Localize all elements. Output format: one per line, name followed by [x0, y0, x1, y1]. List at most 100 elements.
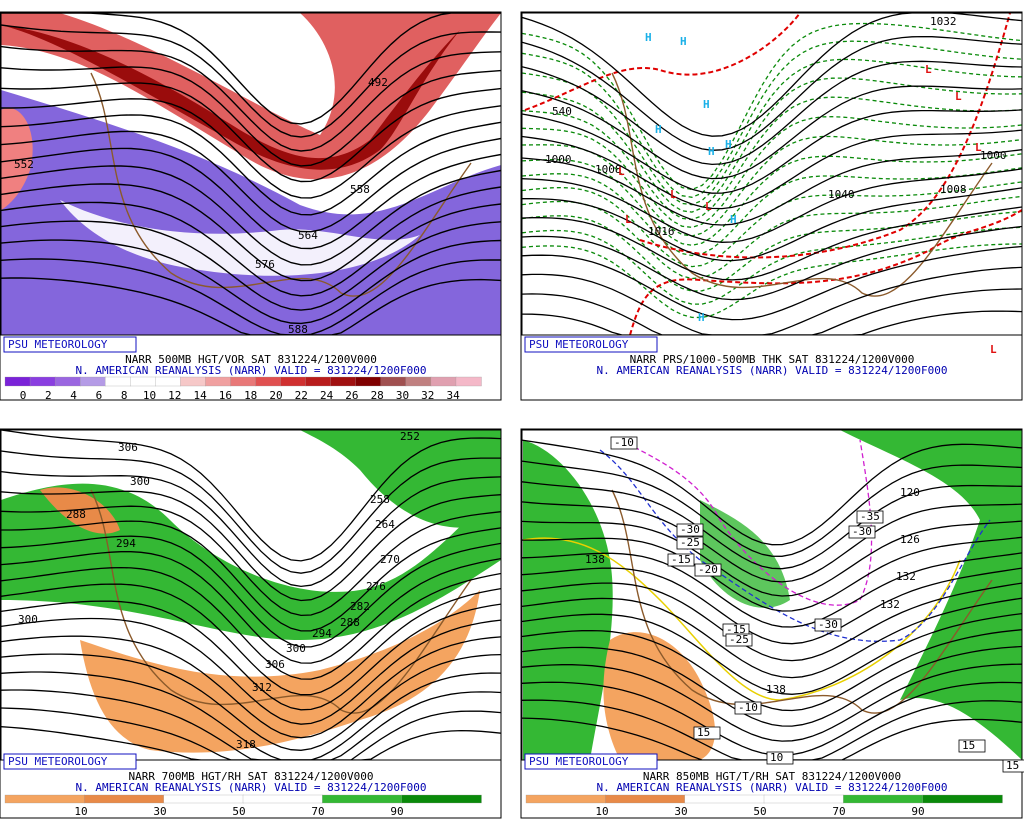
- contour-label: 132: [896, 570, 916, 583]
- shaded-area: [300, 430, 501, 528]
- map-panel: 3063002882943003123183063002942882822762…: [0, 428, 502, 819]
- colorbar-label: 18: [244, 389, 257, 402]
- map-area: [522, 430, 1022, 760]
- contour: [1, 617, 501, 725]
- contour: [1, 505, 501, 617]
- thickness-line: [524, 13, 801, 111]
- contour-label: -25: [729, 633, 749, 646]
- colorbar-swatch: [330, 376, 357, 387]
- colorbar-swatch: [163, 794, 244, 804]
- isotherm: [599, 449, 991, 642]
- contour: [522, 13, 1022, 137]
- high-center: H: [708, 145, 715, 158]
- contour: [522, 629, 1022, 712]
- contour: [1, 600, 501, 711]
- contour: [522, 501, 1022, 583]
- high-center: H: [730, 213, 737, 226]
- contour-label: -10: [614, 436, 634, 449]
- badge-text: PSU METEOROLOGY: [529, 338, 629, 351]
- colorbar-label: 0: [20, 389, 27, 402]
- contour-label: -30: [680, 523, 700, 536]
- contour: [522, 135, 1022, 237]
- colorbar-label: 90: [390, 805, 403, 818]
- low-center: L: [705, 200, 712, 213]
- contour: [522, 567, 1022, 645]
- caption: NARR 700MB HGT/RH SAT 831224/1200V000: [128, 770, 373, 783]
- map-border: [0, 429, 502, 761]
- label-box: [667, 553, 695, 567]
- contour: [522, 206, 1022, 281]
- shaded-area: [840, 430, 1022, 760]
- contour: [522, 663, 1022, 742]
- contour: [1, 707, 501, 760]
- colorbar-label: 4: [70, 389, 77, 402]
- contour: [1, 520, 501, 632]
- contour: [1, 450, 501, 574]
- colorbar-label: 50: [753, 805, 766, 818]
- colorbar-label: 28: [371, 389, 384, 402]
- contour-label: -30: [818, 618, 838, 631]
- colorbar-swatch: [4, 376, 31, 387]
- contour-label: 264: [375, 518, 395, 531]
- colorbar-label: 12: [168, 389, 181, 402]
- shaded-area: [40, 487, 120, 534]
- colorbar-swatch: [763, 794, 844, 804]
- colorbar-swatch: [525, 794, 606, 804]
- contour-label: 138: [766, 683, 786, 696]
- shaded-area: [1, 25, 460, 170]
- contour-label: -30: [852, 525, 872, 538]
- colorbar-label: 24: [320, 389, 334, 402]
- high-center: H: [725, 138, 732, 151]
- shaded-area: [60, 200, 420, 276]
- contour: [1, 165, 501, 266]
- contour: [522, 153, 1022, 246]
- map-area: [1, 13, 501, 335]
- contour: [522, 225, 1022, 301]
- low-center: L: [955, 90, 962, 103]
- contour-label: 1040: [828, 188, 855, 201]
- contour: [522, 226, 1022, 305]
- contour-label: 1000: [545, 153, 572, 166]
- contour-label: 258: [370, 493, 390, 506]
- colorbar-swatch: [280, 376, 307, 387]
- shaded-area: [700, 500, 790, 608]
- contour-label: 282: [350, 600, 370, 613]
- shaded-area: [523, 440, 613, 760]
- contour-label: 306: [118, 441, 138, 454]
- contour-label: 288: [66, 508, 86, 521]
- label-box: [958, 739, 986, 753]
- contour-label: 252: [400, 430, 420, 443]
- colorbar-label: 8: [121, 389, 128, 402]
- contour: [1, 82, 501, 183]
- shaded-area: [80, 590, 480, 753]
- badge-text: PSU METEOROLOGY: [8, 755, 108, 768]
- colorbar-swatch: [155, 376, 182, 387]
- label-box: [856, 510, 884, 524]
- high-center: H: [655, 123, 662, 136]
- contour-label: 564: [298, 229, 318, 242]
- contour-label: 552: [14, 158, 34, 171]
- contour: [522, 149, 1022, 226]
- colorbar-swatch: [305, 376, 332, 387]
- contour: [522, 245, 1022, 321]
- colorbar-label: 30: [396, 389, 409, 402]
- colorbar-swatch: [843, 794, 924, 804]
- shaded-area: [603, 632, 715, 760]
- colorbar-label: 26: [345, 389, 358, 402]
- high-center: H: [680, 35, 687, 48]
- contour-label: 1000: [980, 149, 1007, 162]
- contour: [1, 635, 501, 739]
- contour: [522, 288, 1022, 335]
- colorbar-label: 30: [153, 805, 166, 818]
- contour: [1, 551, 501, 664]
- colorbar-swatch: [430, 376, 457, 387]
- contour: [522, 460, 1022, 557]
- label-box: [734, 701, 762, 715]
- contour: [522, 60, 1022, 166]
- contour: [1, 24, 501, 138]
- colorbar-label: 16: [219, 389, 232, 402]
- colorbar-swatch: [922, 794, 1003, 804]
- contour-label: -15: [671, 553, 691, 566]
